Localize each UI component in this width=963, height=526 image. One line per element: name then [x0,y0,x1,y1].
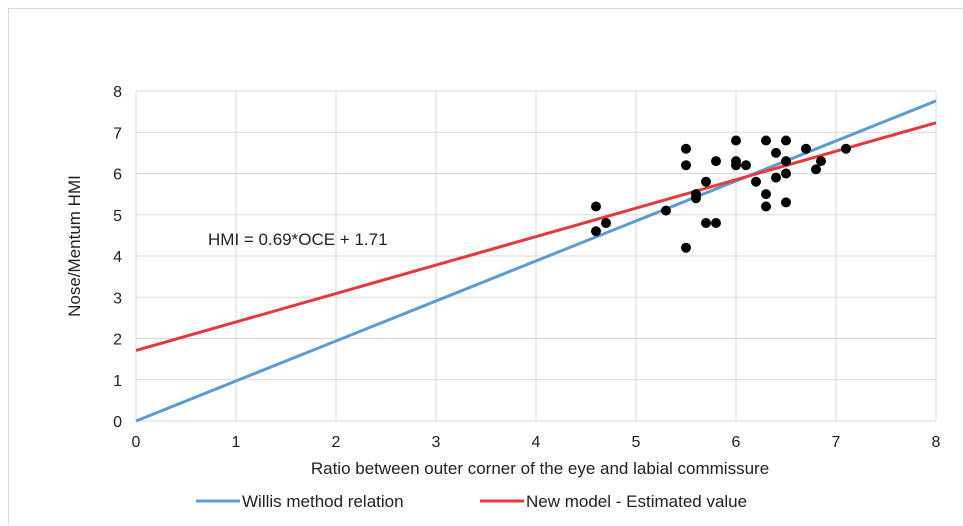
scatter-point [781,156,791,167]
scatter-point [681,160,691,171]
legend-label: New model - Estimated value [526,492,747,511]
y-tick-labels: 0 1 2 3 4 5 6 7 8 [113,84,122,431]
y-tick-label: 1 [113,373,122,390]
scatter-point [711,156,721,167]
y-tick-label: 5 [113,208,122,225]
y-tick-label: 8 [113,84,122,101]
x-tick-label: 2 [332,434,341,451]
scatter-point [761,135,771,146]
y-tick-label: 4 [113,249,122,266]
y-tick-label: 2 [113,332,122,349]
scatter-point [751,176,761,187]
x-tick-labels: 0 1 2 3 4 5 6 7 8 [132,434,941,451]
scatter-point [781,197,791,208]
x-tick-label: 1 [232,434,241,451]
scatter-point [701,218,711,228]
scatter-point [591,226,601,237]
scatter-point [681,143,691,154]
scatter-point [761,201,771,212]
scatter-point [691,193,701,204]
x-tick-label: 8 [932,434,941,451]
scatter-point [731,160,741,171]
scatter-point [731,135,741,146]
chart-frame [8,8,963,524]
legend: Willis method relation New model - Estima… [196,492,747,511]
y-tick-label: 6 [113,167,122,184]
y-tick-label: 0 [113,414,122,431]
grid-lines [135,90,937,422]
scatter-point [801,143,811,154]
x-tick-label: 3 [432,434,441,451]
scatter-point [771,172,781,183]
y-tick-label: 3 [113,290,122,307]
x-tick-label: 0 [132,434,141,451]
scatter-point [816,156,826,167]
scatter-point [811,164,821,175]
scatter-point [761,189,771,200]
series-line [135,99,937,423]
scatter-point [701,176,711,187]
scatter-point [741,160,751,171]
data-points [591,135,851,253]
scatter-point [781,135,791,146]
x-tick-label: 5 [632,434,641,451]
scatter-point [591,201,601,212]
scatter-point [841,143,851,154]
scatter-point [711,218,721,228]
regression-equation: HMI = 0.69*OCE + 1.71 [208,230,388,249]
x-tick-label: 4 [532,434,541,451]
legend-label: Willis method relation [242,492,404,511]
y-tick-label: 7 [113,125,122,142]
x-tick-label: 7 [832,434,841,451]
scatter-point [771,147,781,158]
trend-lines [135,99,937,423]
x-axis-title: Ratio between outer corner of the eye an… [311,459,769,478]
x-tick-label: 6 [732,434,741,451]
scatter-point [681,242,691,253]
scatter-point [601,218,611,228]
y-axis-title: Nose/Mentum HMI [65,175,84,317]
series-line [135,121,937,352]
scatter-point [781,168,791,179]
scatter-point [661,205,671,216]
